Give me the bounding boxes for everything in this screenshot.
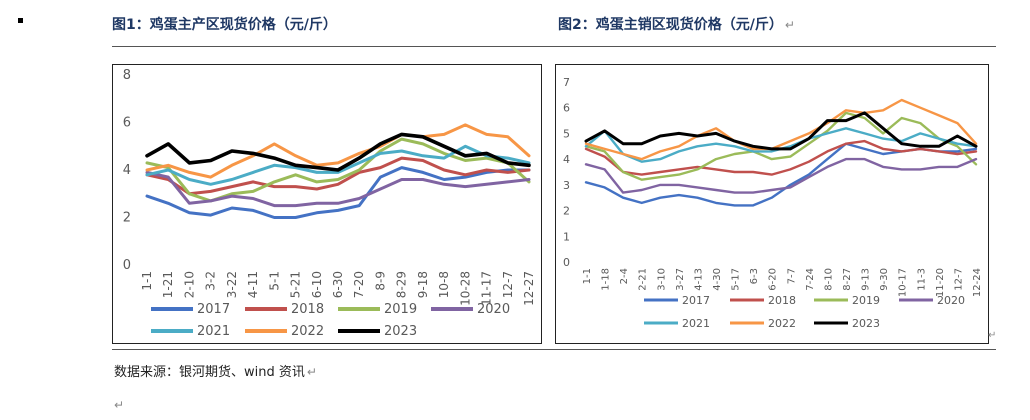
x-tick-label: 9-13 xyxy=(861,268,872,291)
series-line-2018 xyxy=(145,156,531,196)
legend-label-2017: 2017 xyxy=(197,302,230,317)
x-tick-label: 8-9 xyxy=(373,271,387,291)
x-tick-label: 5-17 xyxy=(731,268,742,291)
y-tick-label: 4 xyxy=(123,163,131,178)
x-tick-label: 9-30 xyxy=(879,268,890,291)
x-tick-label: 7-20 xyxy=(352,271,366,298)
x-tick-label: 8-29 xyxy=(395,271,409,298)
series-line-2023 xyxy=(584,111,978,151)
x-tick-label: 7-24 xyxy=(805,268,816,291)
x-tick-label: 3-22 xyxy=(225,271,239,298)
paragraph-mark: ↵ xyxy=(306,365,317,379)
x-tick-label: 2-10 xyxy=(182,271,196,298)
x-tick-label: 12-7 xyxy=(501,271,515,298)
legend-label-2020: 2020 xyxy=(937,294,965,307)
x-tick-label: 3-10 xyxy=(656,268,667,291)
y-tick-label: 6 xyxy=(123,116,131,131)
bottom-divider xyxy=(112,349,996,350)
x-tick-label: 3-27 xyxy=(675,268,686,291)
x-tick-label: 6-10 xyxy=(310,271,324,298)
series-line-2017 xyxy=(145,166,531,219)
x-tick-label: 5-21 xyxy=(289,271,303,298)
y-tick-label: 6 xyxy=(563,102,570,115)
x-tick-label: 11-20 xyxy=(935,268,946,297)
x-tick-label: 12-27 xyxy=(522,271,536,306)
x-tick-label: 7-7 xyxy=(786,268,797,284)
x-tick-label: 6-30 xyxy=(331,271,345,298)
x-tick-label: 10-28 xyxy=(458,271,472,306)
chart-1: 0 2 4 6 8 1-1 1-21 2-10 3-2 3-22 4-11 5-1 5-21 6-10 6-… xyxy=(123,68,536,339)
x-tick-label: 2-4 xyxy=(619,268,630,284)
legend-label-2021: 2021 xyxy=(197,324,230,339)
y-tick-label: 3 xyxy=(563,179,570,192)
legend-label-2021: 2021 xyxy=(682,317,710,330)
series-line-2023 xyxy=(145,132,531,172)
legend-label-2019: 2019 xyxy=(384,302,417,317)
y-tick-label: 7 xyxy=(563,76,570,89)
y-tick-label: 1 xyxy=(563,230,570,243)
y-tick-label: 2 xyxy=(123,211,131,226)
x-tick-label: 8-10 xyxy=(823,268,834,291)
x-tick-label: 10-17 xyxy=(898,268,909,297)
list-bullet xyxy=(18,18,23,23)
figure-1-title: 图1：鸡蛋主产区现货价格（元/斤） xyxy=(112,17,337,33)
x-tick-label: 12-24 xyxy=(972,268,983,297)
series-line-2020 xyxy=(584,157,978,194)
legend-label-2020: 2020 xyxy=(477,302,510,317)
figure-2-title-text: 图2：鸡蛋主销区现货价格（元/斤） xyxy=(558,17,783,33)
legend-label-2017: 2017 xyxy=(682,294,710,307)
data-source-text: 数据来源：银河期货、wind 资讯 xyxy=(114,365,305,380)
trailing-paragraph-mark: ↵ xyxy=(114,398,125,412)
legend-label-2023: 2023 xyxy=(384,324,417,339)
x-tick-label: 5-1 xyxy=(267,271,281,291)
corner-paragraph-mark: ↵ xyxy=(988,330,997,341)
x-tick-label: 12-7 xyxy=(953,268,964,291)
series-line-2020 xyxy=(145,170,531,208)
x-tick-label: 1-21 xyxy=(161,271,175,298)
chart-2-frame: 0 1 2 3 4 5 6 7 1-1 1-18 2-4 2-21 3-10 3-27 4-13 4-30 5-… xyxy=(555,64,989,344)
legend-label-2023: 2023 xyxy=(852,317,880,330)
series-line-2021 xyxy=(145,144,531,186)
series-line-2022 xyxy=(584,98,978,161)
legend-label-2022: 2022 xyxy=(291,324,324,339)
series-line-2019 xyxy=(584,111,978,181)
data-source-note: 数据来源：银河期货、wind 资讯 ↵ xyxy=(114,361,317,380)
x-tick-label: 4-13 xyxy=(693,268,704,291)
top-divider xyxy=(112,46,996,47)
legend-label-2018: 2018 xyxy=(768,294,796,307)
y-tick-label: 5 xyxy=(563,127,570,140)
x-tick-label: 1-1 xyxy=(140,271,154,291)
x-tick-label: 2-21 xyxy=(638,268,649,291)
x-tick-label: 11-17 xyxy=(480,271,494,306)
y-tick-label: 4 xyxy=(563,153,570,166)
paragraph-mark: ↵ xyxy=(784,18,795,32)
figure-2-title: 图2：鸡蛋主销区现货价格（元/斤） ↵ xyxy=(558,14,795,34)
x-tick-label: 3-2 xyxy=(204,271,218,291)
y-tick-label: 2 xyxy=(563,205,570,218)
x-tick-label: 4-30 xyxy=(712,268,723,291)
legend-label-2018: 2018 xyxy=(291,302,324,317)
x-tick-label: 11-3 xyxy=(916,268,927,291)
chart-1-frame: 0 2 4 6 8 1-1 1-21 2-10 3-2 3-22 4-11 5-1 5-21 6-10 6-… xyxy=(112,64,542,344)
x-tick-label: 10-8 xyxy=(437,271,451,298)
legend-label-2022: 2022 xyxy=(768,317,796,330)
x-tick-label: 6-20 xyxy=(768,268,779,291)
series-line-2022 xyxy=(145,123,531,179)
series-line-2018 xyxy=(584,139,978,176)
x-tick-label: 9-18 xyxy=(416,271,430,298)
x-tick-label: 8-27 xyxy=(842,268,853,291)
x-tick-label: 1-1 xyxy=(582,268,593,284)
legend-label-2019: 2019 xyxy=(852,294,880,307)
x-tick-label: 1-18 xyxy=(601,268,612,291)
y-tick-label: 8 xyxy=(123,68,131,83)
chart-2: 0 1 2 3 4 5 6 7 1-1 1-18 2-4 2-21 3-10 3-27 4-13 4-30 5-… xyxy=(563,76,983,330)
x-tick-label: 4-11 xyxy=(246,271,260,298)
y-tick-label: 0 xyxy=(563,256,570,269)
y-tick-label: 0 xyxy=(123,258,131,273)
x-tick-label: 6-3 xyxy=(749,268,760,284)
